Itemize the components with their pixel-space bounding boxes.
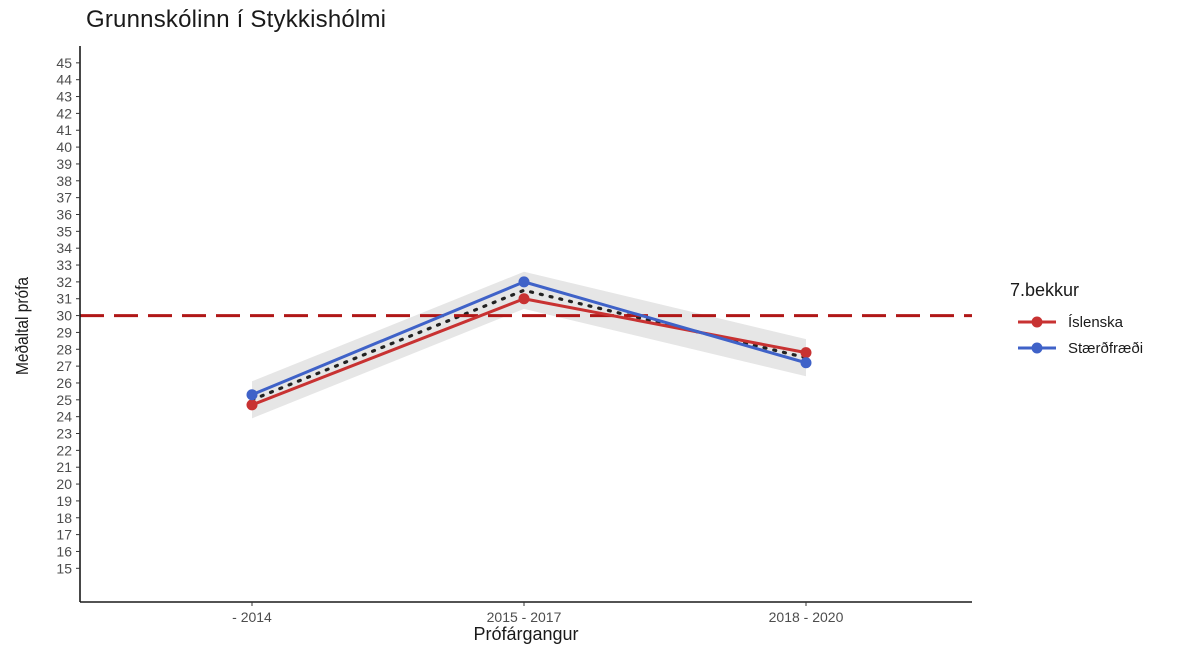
y-tick-label: 26	[56, 375, 72, 391]
y-tick-label: 30	[56, 308, 72, 324]
y-tick-label: 33	[56, 257, 72, 273]
series-0-point-0	[246, 399, 258, 411]
y-tick-label: 37	[56, 190, 72, 206]
y-tick-label: 40	[56, 139, 72, 155]
y-tick-label: 18	[56, 510, 72, 526]
confidence-band-layer	[252, 271, 806, 419]
legend-title: 7.bekkur	[1010, 280, 1079, 300]
y-tick-label: 20	[56, 476, 72, 492]
x-tick-label: - 2014	[232, 609, 272, 625]
x-axis-label: Prófárgangur	[473, 624, 578, 644]
axis-layer: 1516171819202122232425262728293031323334…	[12, 46, 972, 644]
series-1-point-0	[246, 389, 258, 401]
series-1-point-1	[518, 276, 530, 288]
legend-swatch-point	[1031, 316, 1043, 328]
x-tick-label: 2018 - 2020	[769, 609, 844, 625]
chart-title: Grunnskólinn í Stykkishólmi	[86, 6, 387, 33]
series-0-point-2	[800, 347, 812, 359]
y-tick-label: 43	[56, 89, 72, 105]
y-tick-label: 38	[56, 173, 72, 189]
y-tick-label: 23	[56, 426, 72, 442]
y-tick-label: 41	[56, 122, 72, 138]
legend-label: Íslenska	[1068, 314, 1124, 331]
y-tick-label: 21	[56, 459, 72, 475]
y-tick-label: 29	[56, 324, 72, 340]
legend-label: Stærðfræði	[1068, 340, 1143, 357]
y-tick-label: 34	[56, 240, 72, 256]
y-tick-label: 22	[56, 442, 72, 458]
legend: 7.bekkur Íslenska Stærðfræði	[1010, 280, 1143, 357]
y-tick-label: 45	[56, 55, 72, 71]
y-tick-label: 39	[56, 156, 72, 172]
mean-trend-line	[250, 288, 808, 402]
y-tick-label: 36	[56, 206, 72, 222]
trend-line-layer	[250, 288, 808, 402]
x-tick-label: 2015 - 2017	[487, 609, 562, 625]
y-tick-label: 32	[56, 274, 72, 290]
y-tick-label: 25	[56, 392, 72, 408]
y-tick-label: 42	[56, 105, 72, 121]
y-tick-label: 31	[56, 291, 72, 307]
y-tick-label: 17	[56, 527, 72, 543]
y-tick-label: 28	[56, 341, 72, 357]
y-tick-label: 27	[56, 358, 72, 374]
y-tick-label: 16	[56, 543, 72, 559]
y-tick-label: 24	[56, 409, 72, 425]
y-axis-label: Meðaltal prófa	[12, 276, 32, 375]
y-tick-label: 15	[56, 560, 72, 576]
legend-swatch-point	[1031, 342, 1043, 354]
series-1-point-2	[800, 357, 812, 369]
y-tick-label: 44	[56, 72, 72, 88]
y-tick-label: 35	[56, 223, 72, 239]
y-tick-label: 19	[56, 493, 72, 509]
series-0-point-1	[518, 293, 530, 305]
series-layer	[246, 276, 812, 411]
confidence-band	[252, 271, 806, 419]
